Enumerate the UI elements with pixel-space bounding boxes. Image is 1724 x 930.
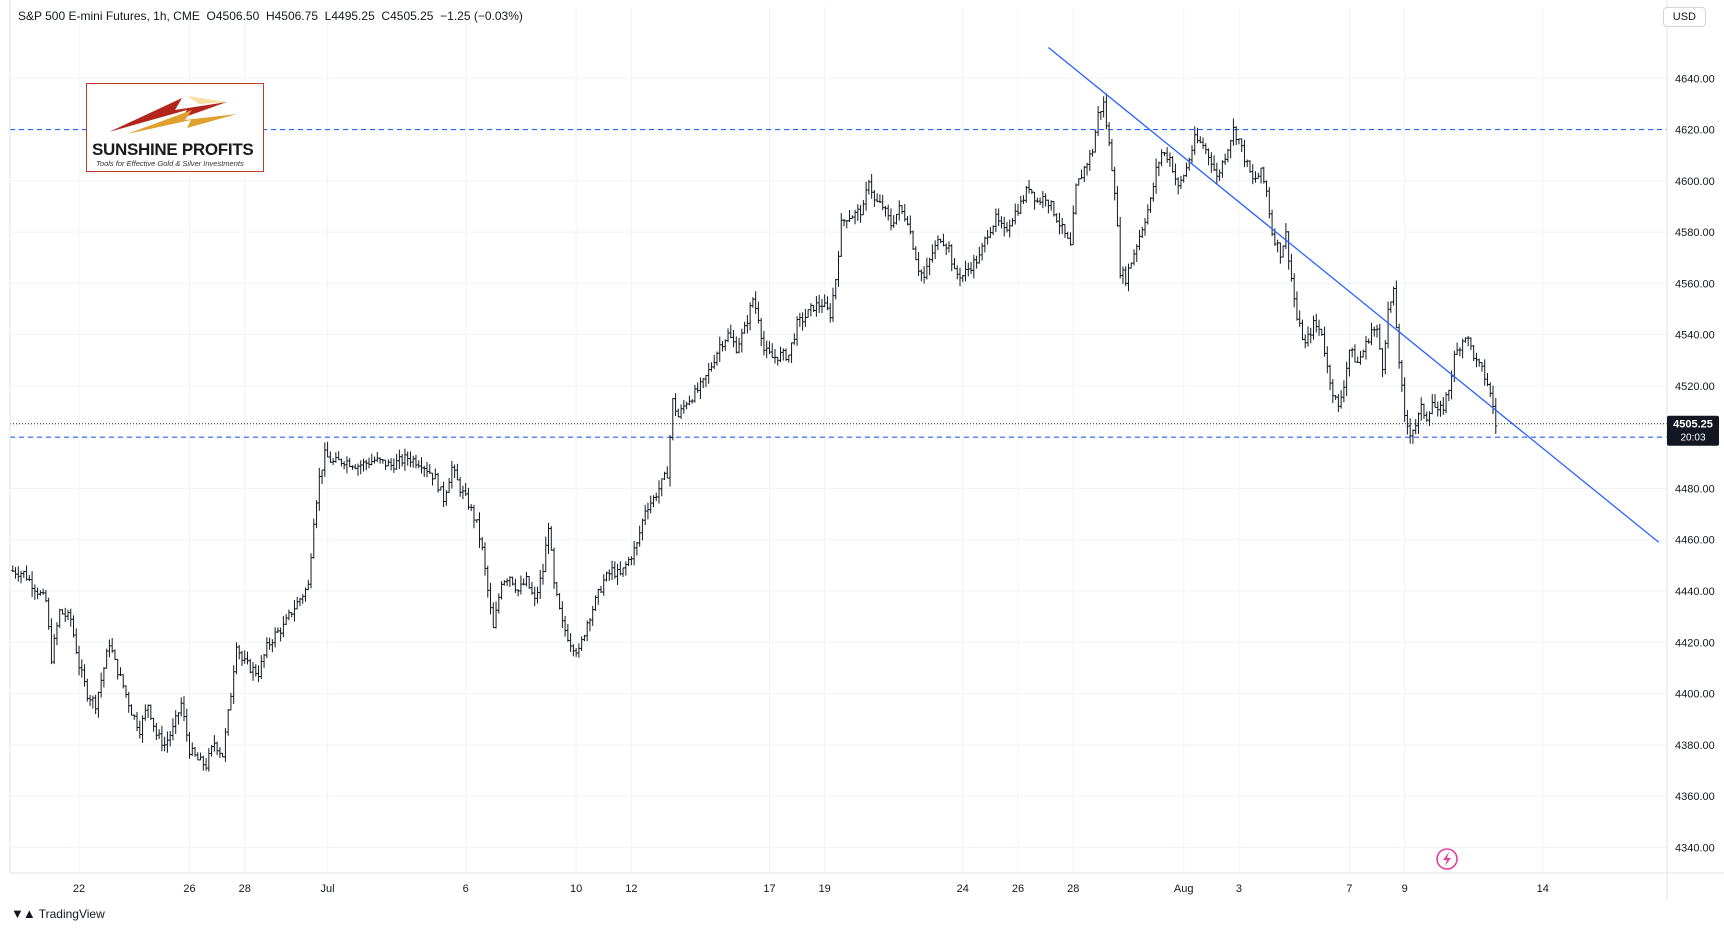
candle-layer: [11, 93, 1498, 772]
tradingview-brand: TradingView: [38, 906, 105, 921]
tradingview-logo[interactable]: ▼▲ TradingView: [11, 906, 105, 921]
y-tick-label: 4460.00: [1675, 535, 1715, 547]
y-tick-label: 4600.00: [1675, 176, 1715, 188]
x-tick-label: Aug: [1174, 883, 1194, 895]
y-tick-label: 4520.00: [1675, 381, 1715, 393]
marker-layer: 4505.25 20:03: [1667, 415, 1719, 446]
price-marker-box: [1667, 415, 1719, 446]
y-tick-label: 4360.00: [1675, 791, 1715, 803]
x-tick-label: 10: [570, 883, 582, 895]
high-value: 4506.75: [274, 9, 318, 23]
logo-title: SUNSHINE PROFITS: [92, 140, 254, 159]
change-value: −1.25 (−0.03%): [440, 9, 523, 23]
y-tick-label: 4400.00: [1675, 689, 1715, 701]
x-tick-label: 17: [763, 883, 775, 895]
y-tick-label: 4580.00: [1675, 227, 1715, 239]
replay-lightning-icon[interactable]: [1436, 848, 1458, 870]
logo-tagline: Tools for Effective Gold & Silver Invest…: [96, 159, 244, 168]
x-tick-label: 28: [1067, 883, 1079, 895]
close-value: 4505.25: [390, 9, 434, 23]
y-tick-label: 4540.00: [1675, 330, 1715, 342]
x-tick-label: 26: [183, 883, 195, 895]
symbol-header: S&P 500 E-mini Futures, 1h, CME O4506.50…: [18, 9, 523, 23]
x-tick-label: 6: [463, 883, 469, 895]
y-tick-label: 4340.00: [1675, 842, 1715, 854]
x-tick-label: 7: [1346, 883, 1352, 895]
sunshine-profits-logo: SUNSHINE PROFITS Tools for Effective Gol…: [86, 83, 264, 172]
currency-button[interactable]: USD: [1662, 7, 1706, 27]
y-tick-label: 4380.00: [1675, 740, 1715, 752]
tradingview-icon: ▼▲: [11, 906, 36, 921]
price-marker-countdown: 20:03: [1680, 433, 1705, 444]
x-tick-label: 3: [1236, 883, 1242, 895]
y-tick-label: 4640.00: [1675, 73, 1715, 85]
trendline: [1047, 47, 1660, 543]
y-tick-label: 4620.00: [1675, 125, 1715, 137]
y-tick-label: 4480.00: [1675, 483, 1715, 495]
symbol-name: S&P 500 E-mini Futures, 1h, CME: [18, 9, 200, 23]
x-tick-label: 24: [957, 883, 969, 895]
trend-layer: [1047, 47, 1660, 543]
high-label: H: [265, 9, 275, 23]
y-tick-label: 4560.00: [1675, 278, 1715, 290]
grid-layer: [10, 7, 1667, 873]
logo-arrows-icon: [109, 96, 237, 134]
y-tick-label: 4420.00: [1675, 637, 1715, 649]
y-tick-label: 4440.00: [1675, 586, 1715, 598]
x-tick-label: 12: [625, 883, 637, 895]
x-tick-label: 22: [73, 883, 85, 895]
price-marker-value: 4505.25: [1673, 419, 1713, 431]
x-tick-label: 28: [239, 883, 251, 895]
x-tick-label: 9: [1402, 883, 1408, 895]
x-tick-label: 26: [1012, 883, 1024, 895]
x-tick-label: 14: [1537, 883, 1549, 895]
axis-layer: 4340.00 4360.00 4380.00 4400.00 4420.00 4440.…: [9, 0, 1724, 900]
close-label: C: [381, 9, 391, 23]
x-tick-label: Jul: [321, 883, 335, 895]
x-tick-label: 19: [819, 883, 831, 895]
open-label: O: [206, 9, 216, 23]
open-value: 4506.50: [215, 9, 260, 23]
low-value: 4495.25: [331, 9, 375, 23]
level-layer: [10, 128, 1667, 438]
low-label: L: [324, 9, 332, 23]
